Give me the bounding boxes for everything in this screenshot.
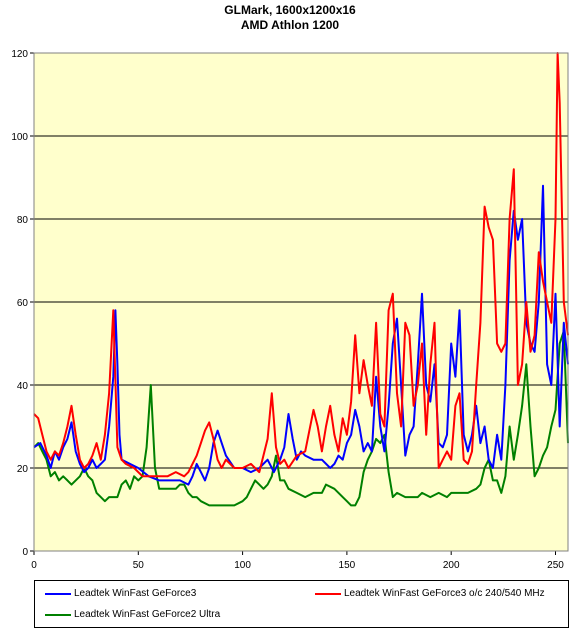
y-tick-label: 0 — [22, 547, 28, 558]
legend-label: Leadtek WinFast GeForce3 o/c 240/540 MHz — [344, 588, 545, 599]
y-tick-label: 120 — [11, 49, 28, 60]
x-axis-ticks: 0 50 100 150 200 250 — [31, 551, 564, 571]
y-tick-label: 60 — [17, 298, 29, 309]
legend-item-series-3: Leadtek WinFast GeForce2 Ultra — [45, 609, 220, 620]
series-lines — [33, 52, 569, 507]
chart-title: GLMark, 1600x1200x16 — [224, 3, 356, 17]
y-tick-label: 40 — [17, 381, 29, 392]
legend-swatch — [45, 613, 71, 616]
x-tick-label: 100 — [234, 560, 251, 571]
plot-border — [33, 52, 569, 552]
legend-label: Leadtek WinFast GeForce2 Ultra — [74, 609, 221, 620]
y-tick-label: 20 — [17, 464, 29, 475]
legend-swatch — [315, 592, 341, 595]
series-line-3 — [33, 330, 569, 507]
y-tick-label: 100 — [11, 132, 28, 143]
x-tick-label: 200 — [443, 560, 460, 571]
legend: Leadtek WinFast GeForce3 Leadtek WinFast… — [34, 580, 569, 628]
y-axis-ticks: 0 20 40 60 80 100 120 — [11, 49, 34, 558]
legend-swatch — [45, 592, 71, 595]
x-tick-label: 150 — [339, 560, 356, 571]
y-tick-label: 80 — [17, 215, 29, 226]
chart-subtitle: AMD Athlon 1200 — [240, 18, 340, 32]
x-tick-label: 0 — [31, 560, 37, 571]
legend-item-series-2: Leadtek WinFast GeForce3 o/c 240/540 MHz — [315, 588, 545, 599]
legend-item-series-1: Leadtek WinFast GeForce3 — [45, 588, 196, 599]
legend-label: Leadtek WinFast GeForce3 — [74, 588, 197, 599]
x-tick-label: 250 — [547, 560, 564, 571]
x-tick-label: 50 — [133, 560, 145, 571]
series-line-2 — [33, 52, 569, 478]
